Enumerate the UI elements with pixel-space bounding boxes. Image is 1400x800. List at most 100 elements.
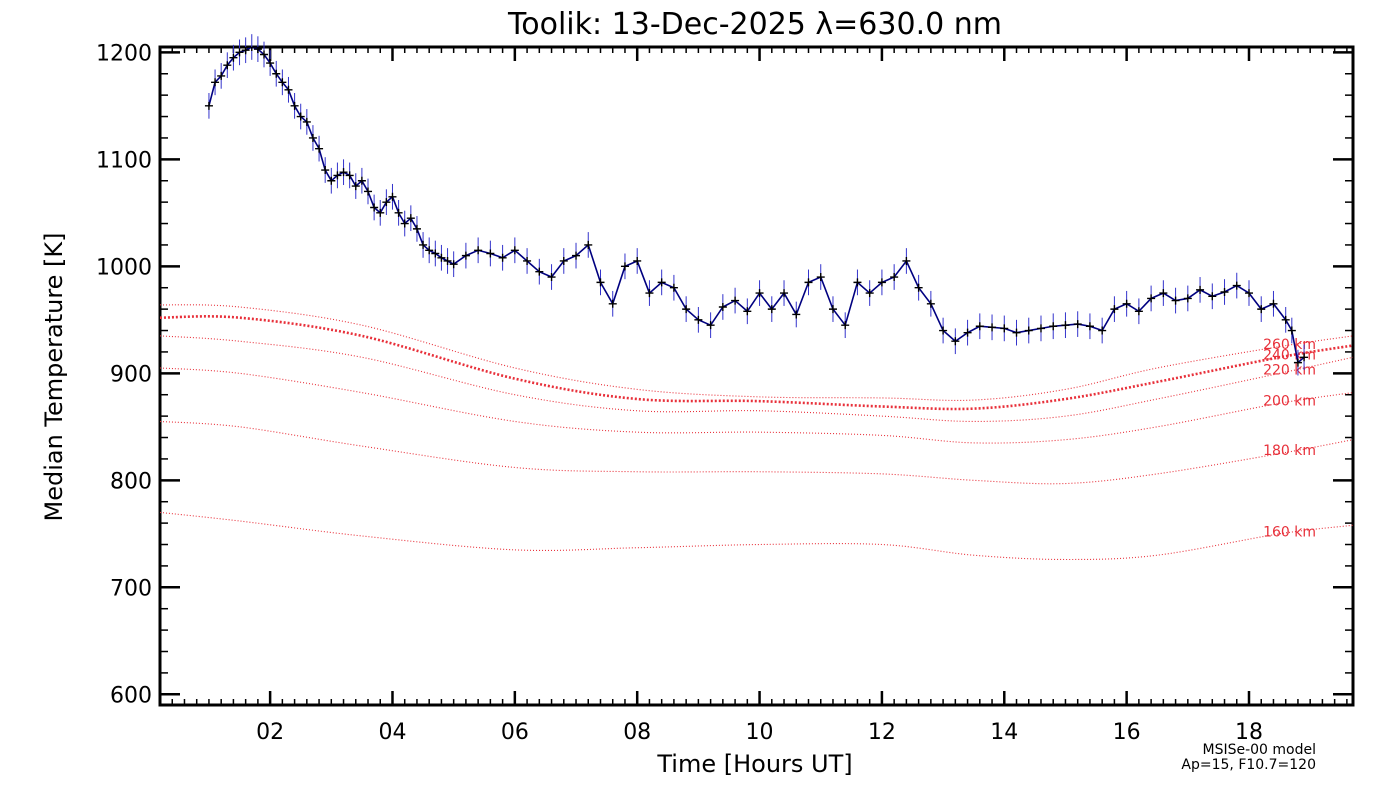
data-point (1281, 315, 1290, 324)
data-point (1300, 353, 1309, 362)
data-point (357, 176, 366, 185)
data-point (523, 256, 532, 265)
data-point (1257, 305, 1266, 314)
data-point (620, 262, 629, 271)
data-point (327, 176, 336, 185)
data-point (608, 299, 617, 308)
y-tick-label: 600 (110, 683, 152, 708)
data-point (1073, 320, 1082, 329)
data-point (706, 321, 715, 330)
data-point (241, 47, 250, 55)
data-point (461, 251, 470, 260)
data-point (596, 278, 605, 287)
data-point (657, 278, 666, 287)
data-point (1220, 288, 1229, 297)
data-point (437, 253, 446, 262)
y-axis-label: Median Temperature [K] (40, 232, 68, 521)
data-point (1085, 322, 1094, 331)
data-point (988, 323, 997, 332)
data-point (370, 203, 379, 212)
data-point (902, 256, 911, 265)
data-point (260, 50, 269, 59)
altitude-label: 240 km (1263, 347, 1316, 363)
data-point (755, 289, 764, 298)
plot-frame (158, 45, 1355, 707)
data-point (1159, 289, 1168, 298)
data-point (204, 101, 213, 110)
data-point (376, 208, 385, 217)
data-point (388, 192, 397, 201)
data-point (804, 278, 813, 287)
data-point (1036, 324, 1045, 333)
data-point (406, 214, 415, 223)
y-tick-label: 1000 (96, 255, 152, 280)
x-tick-label: 04 (378, 720, 406, 745)
data-point (1000, 324, 1009, 333)
altitude-label: 260 km (1263, 337, 1316, 353)
data-point (1293, 358, 1302, 367)
data-point (1171, 296, 1180, 305)
data-point (1122, 299, 1131, 308)
data-point (792, 310, 801, 319)
data-point (443, 256, 452, 265)
data-point (975, 322, 984, 331)
data-point (853, 278, 862, 287)
data-point (510, 246, 519, 255)
altitude-label: 160 km (1263, 525, 1316, 541)
model-curve (160, 315, 1353, 411)
y-tick-label: 800 (110, 469, 152, 494)
data-point (308, 133, 317, 142)
data-point (223, 61, 232, 70)
data-point (290, 101, 299, 110)
data-point (272, 69, 281, 78)
data-point (449, 260, 458, 269)
data-point (382, 198, 391, 207)
data-point (1244, 289, 1253, 298)
data-point (235, 48, 244, 57)
data-point (333, 171, 342, 180)
y-tick-label: 1100 (96, 148, 152, 173)
data-point (816, 273, 825, 282)
x-tick-label: 16 (1113, 720, 1141, 745)
data-point (296, 112, 305, 121)
data-point (1269, 299, 1278, 308)
data-point (914, 283, 923, 292)
data-point (1110, 305, 1119, 314)
data-point (345, 171, 354, 180)
data-point (767, 305, 776, 314)
data-point (963, 328, 972, 337)
data-point (669, 283, 678, 292)
model-curve (160, 304, 1353, 401)
data-point (217, 71, 226, 80)
y-tick-label: 900 (110, 362, 152, 387)
x-tick-label: 12 (868, 720, 896, 745)
data-point (1287, 326, 1296, 335)
data-point (645, 289, 654, 298)
data-point (731, 296, 740, 305)
x-tick-label: 08 (623, 720, 651, 745)
altitude-label: 180 km (1263, 443, 1316, 459)
y-tick-label: 700 (110, 576, 152, 601)
model-curve (160, 511, 1353, 561)
y-tick-label: 1200 (96, 41, 152, 66)
model-name-note: MSISe-00 model (1202, 742, 1316, 758)
data-point (1049, 322, 1058, 331)
data-point (865, 289, 874, 298)
data-point (841, 321, 850, 330)
data-point (1134, 307, 1143, 316)
data-point (425, 246, 434, 255)
data-point (877, 278, 886, 287)
altitude-label: 200 km (1263, 394, 1316, 410)
data-point (364, 187, 373, 196)
x-axis-label: Time [Hours UT] (656, 750, 852, 778)
data-point (682, 305, 691, 314)
data-point (498, 253, 507, 262)
data-point (412, 224, 421, 233)
data-point (780, 289, 789, 298)
data-point (939, 326, 948, 335)
data-point (431, 249, 440, 258)
plot-area: 02 04 06 08 10 12 14 16 18 600 700 800 900 1000 1100 12… (96, 34, 1355, 745)
x-tick-label: 02 (256, 720, 284, 745)
data-point (351, 182, 360, 191)
